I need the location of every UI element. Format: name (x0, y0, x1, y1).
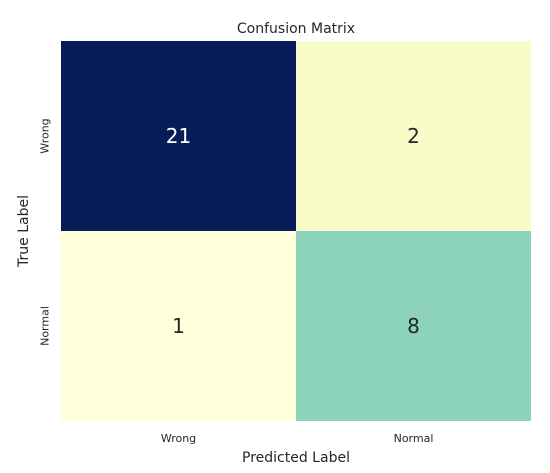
cell-value-0-1: 2 (407, 124, 420, 148)
heatmap-cell-1-0 (61, 231, 296, 421)
heatmap-cell-0-0 (61, 41, 296, 231)
x-axis-label: Predicted Label (242, 450, 350, 466)
heatmap-cell-1-1 (296, 231, 531, 421)
cell-annotations: 21 21 8 (166, 124, 420, 338)
y-tick-labels: Wrong Normal (39, 118, 52, 346)
y-axis-label: True Label (16, 195, 32, 268)
x-tick-labels: Wrong Normal (161, 432, 434, 445)
heatmap-cell-0-1 (296, 41, 531, 231)
y-tick-label-0: Wrong (39, 118, 52, 153)
heatmap-cells (61, 41, 531, 421)
x-tick-label-1: Normal (394, 432, 434, 445)
cell-value-1-1: 8 (407, 314, 420, 338)
cell-value-1-0: 1 (172, 314, 185, 338)
cell-value-0-0: 21 (166, 124, 191, 148)
x-tick-label-0: Wrong (161, 432, 196, 445)
chart-title: Confusion Matrix (237, 21, 355, 37)
y-tick-label-1: Normal (39, 306, 52, 346)
